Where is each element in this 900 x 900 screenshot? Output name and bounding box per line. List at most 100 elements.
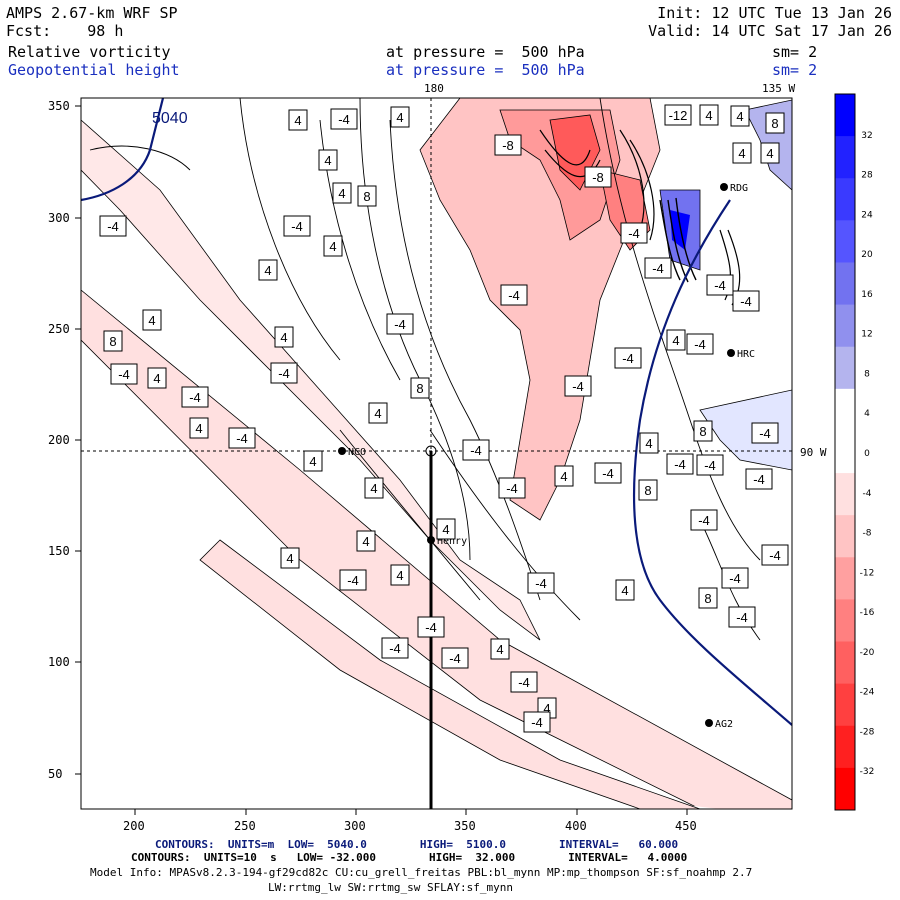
svg-text:4: 4 — [705, 108, 712, 123]
colorbar-swatch — [835, 346, 855, 390]
svg-text:4: 4 — [338, 186, 345, 201]
svg-text:-4: -4 — [449, 651, 461, 666]
contour-label: -4 — [381, 637, 409, 659]
svg-text:-4: -4 — [236, 431, 248, 446]
contour-label: -8 — [584, 166, 612, 188]
colorbar-tick: 4 — [864, 409, 870, 419]
station-dot — [720, 183, 728, 191]
contour-label: 4 — [364, 477, 384, 499]
contour-label: -4 — [228, 427, 256, 449]
x-tick-label: 400 — [565, 819, 587, 833]
contour-label: -4 — [696, 454, 724, 476]
contour-label: 4 — [142, 309, 162, 331]
svg-text:8: 8 — [771, 116, 778, 131]
contour-label: -4 — [283, 215, 311, 237]
svg-text:4: 4 — [543, 701, 550, 716]
colorbar-swatch — [835, 725, 855, 769]
contour-label: -4 — [462, 439, 490, 461]
svg-text:4: 4 — [396, 110, 403, 125]
station-label: Henry — [437, 536, 467, 547]
contour-label: -4 — [761, 544, 789, 566]
contour-label: 4 — [732, 142, 752, 164]
contour-label: -8 — [494, 134, 522, 156]
svg-text:4: 4 — [736, 109, 743, 124]
station-dot — [705, 719, 713, 727]
field-geopotential: Geopotential height — [8, 61, 180, 79]
svg-text:-4: -4 — [740, 294, 752, 309]
svg-text:8: 8 — [704, 591, 711, 606]
svg-text:-4: -4 — [759, 426, 771, 441]
svg-text:-12: -12 — [669, 108, 688, 123]
valid-time: Valid: 14 UTC Sat 17 Jan 26 — [648, 22, 892, 40]
contour-label: 4 — [323, 235, 343, 257]
station-markers: NCO Henry RDG HRC AG2 — [338, 183, 755, 730]
x-tick-label: 200 — [123, 819, 145, 833]
contour-label: -4 — [745, 468, 773, 490]
contour-label: 4 — [332, 182, 352, 204]
station-dot — [427, 536, 435, 544]
plot-frame — [80, 97, 793, 810]
svg-text:-4: -4 — [572, 379, 584, 394]
contour-label-group: -44 -4 4-8-12 4 4 844 84 4-84-44-4-4-44 -448 4 -4-… — [99, 104, 789, 733]
colorbar-tick: -24 — [860, 688, 875, 698]
contour-label: 4 — [368, 402, 388, 424]
contour-label: 4 — [356, 530, 376, 552]
axis-ticks: 200 250 300 350 400 450 350 300 250 200 150 100 50 — [48, 99, 697, 833]
contour-label: 4 — [280, 547, 300, 569]
contour-label: 8 — [638, 479, 658, 501]
contour-label: -4 — [644, 257, 672, 279]
footer-model-info: Model Info: MPASv8.2.3-194-gf29cd82c CU:… — [90, 866, 753, 879]
svg-text:8: 8 — [644, 483, 651, 498]
contour-label: -4 — [181, 386, 209, 408]
svg-text:-4: -4 — [278, 366, 290, 381]
contour-label: 8 — [765, 112, 785, 134]
svg-text:-4: -4 — [506, 481, 518, 496]
colorbar-tick: 8 — [864, 369, 870, 379]
contour-label: 4 — [730, 105, 750, 127]
colorbar-swatch — [835, 683, 855, 727]
colorbar-swatch — [835, 641, 855, 685]
contour-label: -4 — [594, 462, 622, 484]
svg-text:4: 4 — [329, 239, 336, 254]
svg-text:-4: -4 — [753, 472, 765, 487]
contour-label: -4 — [510, 671, 538, 693]
svg-text:4: 4 — [362, 534, 369, 549]
svg-text:-4: -4 — [714, 278, 726, 293]
contour-label: -4 — [339, 569, 367, 591]
colorbar-swatch — [835, 473, 855, 516]
y-tick-label: 100 — [48, 655, 70, 669]
station-label: AG2 — [715, 719, 733, 730]
colorbar-swatch — [835, 136, 855, 179]
contour-label: 4 — [615, 579, 635, 601]
colorbar-swatch — [835, 388, 855, 432]
field-vorticity: Relative vorticity — [8, 43, 171, 61]
svg-text:-4: -4 — [698, 513, 710, 528]
colorbar-tick: 12 — [861, 330, 872, 340]
colorbar-tick: -4 — [863, 489, 872, 499]
svg-text:4: 4 — [324, 153, 331, 168]
colorbar-tick: -8 — [863, 529, 872, 539]
contour-label: -4 — [500, 284, 528, 306]
contour-label: 4 — [666, 329, 686, 351]
contour-label: -4 — [441, 647, 469, 669]
contour-label: 4 — [760, 142, 780, 164]
x-tick-label: 450 — [675, 819, 697, 833]
contour-label: -4 — [417, 616, 445, 638]
contour-label: 4 — [639, 432, 659, 454]
contour-label: 4 — [318, 149, 338, 171]
svg-text:-4: -4 — [389, 641, 401, 656]
contour-label: -4 — [386, 313, 414, 335]
colorbar-swatch — [835, 515, 855, 558]
svg-text:-8: -8 — [502, 138, 514, 153]
colorbar-tick: -28 — [860, 727, 875, 737]
contour-label: -4 — [614, 347, 642, 369]
svg-text:4: 4 — [309, 454, 316, 469]
svg-text:-4: -4 — [674, 457, 686, 472]
contour-label: 4 — [189, 417, 209, 439]
y-tick-label: 150 — [48, 544, 70, 558]
contour-label: 4 — [390, 106, 410, 128]
x-tick-label: 350 — [454, 819, 476, 833]
y-tick-label: 350 — [48, 99, 70, 113]
colorbar-tick: 16 — [861, 290, 873, 300]
svg-text:4: 4 — [645, 436, 652, 451]
